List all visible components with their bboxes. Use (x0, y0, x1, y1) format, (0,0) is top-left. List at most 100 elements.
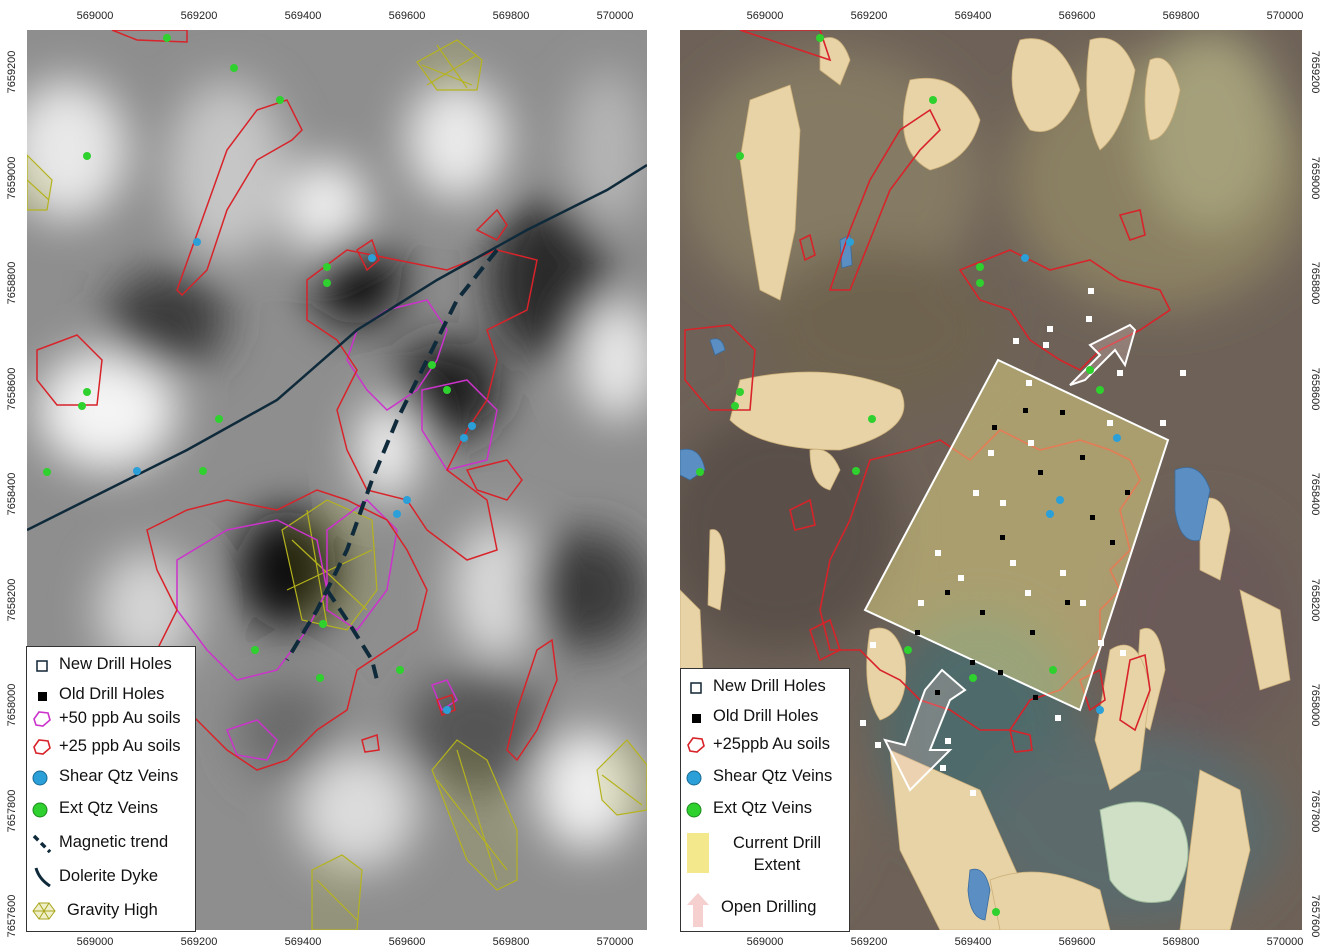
vein-points (43, 34, 476, 714)
magnetic-map[interactable] (27, 30, 647, 930)
aerial-map[interactable] (680, 30, 1302, 930)
legend-item-au-25: +25ppb Au soils (681, 729, 849, 759)
northing-tick-label: 7658600 (1309, 367, 1321, 410)
easting-tick-label: 569800 (492, 10, 530, 22)
easting-tick-label: 569000 (746, 10, 784, 22)
northing-tick-label: 7657800 (6, 789, 18, 832)
legend-label: +50 ppb Au soils (59, 709, 181, 727)
legend-item-ext-veins: Ext Qtz Veins (27, 793, 195, 823)
legend-label: Old Drill Holes (713, 707, 819, 725)
northing-tick-label: 7657600 (6, 894, 18, 938)
drill-holes (860, 288, 1186, 796)
aerial-map-panel: 569000 569000 569200 569200 569400 569400 5696… (665, 0, 1330, 951)
easting-tick-label: 570000 (596, 936, 634, 948)
legend-label: Gravity High (67, 901, 158, 919)
legend-label: Magnetic trend (59, 833, 169, 851)
legend-label: Shear Qtz Veins (713, 767, 833, 785)
legend-item-gravity-high: Gravity High (27, 895, 195, 925)
magenta-polygon-icon (33, 711, 51, 727)
northing-tick-label: 7659000 (1309, 156, 1321, 199)
easting-tick-label: 569400 (284, 10, 322, 22)
right-map-legend: New Drill Holes Old Drill Holes +25ppb A… (680, 668, 850, 932)
filled-square-icon (38, 692, 47, 701)
northing-tick-label: 7659000 (6, 156, 18, 199)
easting-tick-label: 569200 (850, 936, 888, 948)
au-25ppb-soil-contours (684, 30, 1172, 753)
easting-tick-label: 569800 (492, 936, 530, 948)
northing-tick-label: 7658200 (1309, 578, 1321, 621)
legend-item-open-drilling: Open Drilling (681, 887, 849, 927)
green-area (1099, 801, 1189, 903)
easting-tick-label: 570000 (596, 10, 634, 22)
northing-tick-label: 7659200 (1309, 50, 1321, 94)
legend-label: Shear Qtz Veins (59, 767, 179, 785)
current-drill-extent-box (863, 358, 1170, 712)
legend-item-old-drill-holes: Old Drill Holes (27, 679, 195, 709)
easting-tick-label: 570000 (1266, 936, 1304, 948)
pink-arrow-icon (687, 893, 709, 927)
legend-item-magnetic-trend: Magnetic trend (27, 827, 195, 857)
easting-tick-label: 569800 (1162, 936, 1200, 948)
dashed-line-icon (32, 834, 52, 853)
aerial-map-canvas (680, 30, 1302, 930)
northing-tick-label: 7657600 (1309, 894, 1321, 938)
legend-label: Current Drill Extent (732, 834, 821, 874)
hollow-square-icon (36, 660, 48, 672)
solid-curve-icon (34, 867, 51, 887)
northing-tick-label: 7658000 (1309, 683, 1321, 727)
gravity-high-wireframes (27, 39, 647, 930)
magnetic-map-canvas (27, 30, 647, 930)
legend-item-drill-extent: Current Drill Extent (681, 827, 849, 879)
legend-item-dolerite-dyke: Dolerite Dyke (27, 861, 195, 891)
legend-item-shear-veins: Shear Qtz Veins (681, 761, 849, 791)
easting-tick-label: 569000 (76, 936, 114, 948)
easting-tick-label: 569000 (746, 936, 784, 948)
wireframe-blob-icon (32, 902, 56, 920)
hollow-square-icon (690, 682, 702, 694)
easting-tick-label: 569600 (1058, 10, 1096, 22)
easting-tick-label: 570000 (1266, 10, 1304, 22)
vein-points (696, 34, 1121, 916)
northing-tick-label: 7658200 (6, 578, 18, 621)
legend-item-au-50: +50 ppb Au soils (27, 703, 195, 733)
magnetic-map-panel: 569000 569000 569200 569200 569400 569400 5696… (6, 10, 647, 948)
northing-tick-label: 7658800 (6, 261, 18, 305)
legend-item-new-drill-holes: New Drill Holes (681, 671, 849, 701)
legend-item-old-drill-holes: Old Drill Holes (681, 701, 849, 731)
easting-tick-label: 569600 (1058, 936, 1096, 948)
easting-tick-label: 569400 (954, 936, 992, 948)
legend-label: Ext Qtz Veins (59, 799, 159, 817)
easting-tick-label: 569200 (180, 936, 218, 948)
legend-label: New Drill Holes (59, 655, 172, 673)
northing-tick-label: 7658400 (1309, 472, 1321, 516)
northing-tick-label: 7658400 (6, 472, 18, 516)
magnetic-intensity (27, 70, 647, 870)
blue-dot-icon (32, 770, 48, 786)
easting-tick-label: 569400 (954, 10, 992, 22)
easting-tick-label: 569600 (388, 10, 426, 22)
easting-tick-label: 569600 (388, 936, 426, 948)
red-polygon-icon (687, 737, 705, 753)
legend-label: New Drill Holes (713, 677, 826, 695)
easting-tick-label: 569800 (1162, 10, 1200, 22)
au-50ppb-soil-contours (176, 299, 498, 761)
dolerite-dyke-line (27, 163, 647, 532)
northing-tick-label: 7657800 (1309, 789, 1321, 832)
easting-tick-label: 569200 (180, 10, 218, 22)
easting-tick-label: 569000 (76, 10, 114, 22)
sand-dune-patches (680, 37, 1291, 930)
northing-tick-label: 7658600 (6, 367, 18, 410)
water-bodies (680, 234, 1211, 921)
legend-label: Ext Qtz Veins (713, 799, 813, 817)
green-dot-icon (32, 802, 48, 818)
easting-tick-label: 569200 (850, 10, 888, 22)
legend-label: Open Drilling (721, 898, 817, 916)
legend-label: +25ppb Au soils (713, 735, 830, 753)
northing-tick-label: 7658000 (6, 683, 18, 727)
yellow-box-icon (687, 833, 709, 873)
blue-dot-icon (686, 770, 702, 786)
left-map-legend: New Drill Holes Old Drill Holes +50 ppb … (26, 646, 196, 932)
magnetic-trend-branch (325, 588, 379, 681)
legend-label: +25 ppb Au soils (59, 737, 181, 755)
legend-item-shear-veins: Shear Qtz Veins (27, 761, 195, 791)
